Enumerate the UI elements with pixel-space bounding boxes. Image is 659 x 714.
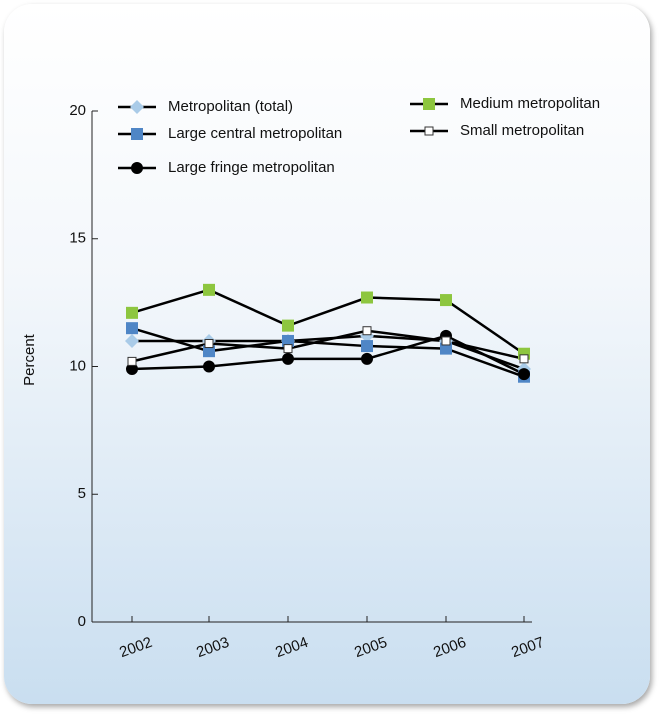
legend-marker — [130, 100, 144, 114]
data-point — [361, 291, 373, 304]
data-point — [361, 340, 373, 353]
data-point — [361, 352, 373, 365]
x-tick-label: 2002 — [117, 634, 154, 661]
data-point — [126, 306, 138, 319]
data-point — [441, 336, 451, 346]
y-tick-label: 15 — [69, 230, 86, 247]
data-point — [203, 283, 215, 296]
legend-label: Large central metropolitan — [168, 125, 342, 142]
data-point — [203, 345, 215, 358]
legend-label: Small metropolitan — [460, 122, 584, 139]
data-point — [282, 319, 294, 332]
legend-marker — [131, 162, 143, 174]
legend-marker — [131, 128, 143, 140]
x-tick-label: 2007 — [509, 634, 546, 661]
series-line — [131, 329, 525, 363]
y-tick-label: 10 — [69, 357, 86, 374]
y-axis-label: Percent — [21, 333, 38, 386]
data-point — [518, 368, 530, 381]
x-tick-label: 2005 — [352, 634, 389, 661]
y-tick-label: 0 — [78, 613, 86, 630]
legend-label: Medium metropolitan — [460, 95, 600, 112]
data-point — [126, 322, 138, 335]
data-point — [362, 326, 372, 336]
data-point — [282, 334, 294, 347]
data-point — [125, 333, 139, 348]
data-point — [282, 352, 294, 365]
x-tick-label: 2004 — [273, 634, 310, 661]
y-tick-label: 20 — [69, 102, 86, 119]
data-point — [440, 342, 452, 355]
legend-marker — [423, 98, 435, 110]
data-point — [519, 354, 529, 364]
series-line — [131, 288, 525, 355]
y-tick-label: 5 — [78, 485, 86, 502]
series-line — [131, 334, 525, 376]
x-tick-label: 2006 — [431, 634, 468, 661]
series-line — [131, 326, 525, 378]
data-point — [203, 360, 215, 373]
data-point — [127, 356, 137, 366]
data-point — [204, 339, 214, 349]
legend-marker — [424, 126, 434, 136]
x-tick-label: 2003 — [194, 634, 231, 661]
card — [4, 4, 650, 704]
data-point — [440, 294, 452, 307]
data-point — [283, 344, 293, 354]
legend-label: Metropolitan (total) — [168, 98, 293, 115]
legend-label: Large fringe metropolitan — [168, 159, 335, 176]
